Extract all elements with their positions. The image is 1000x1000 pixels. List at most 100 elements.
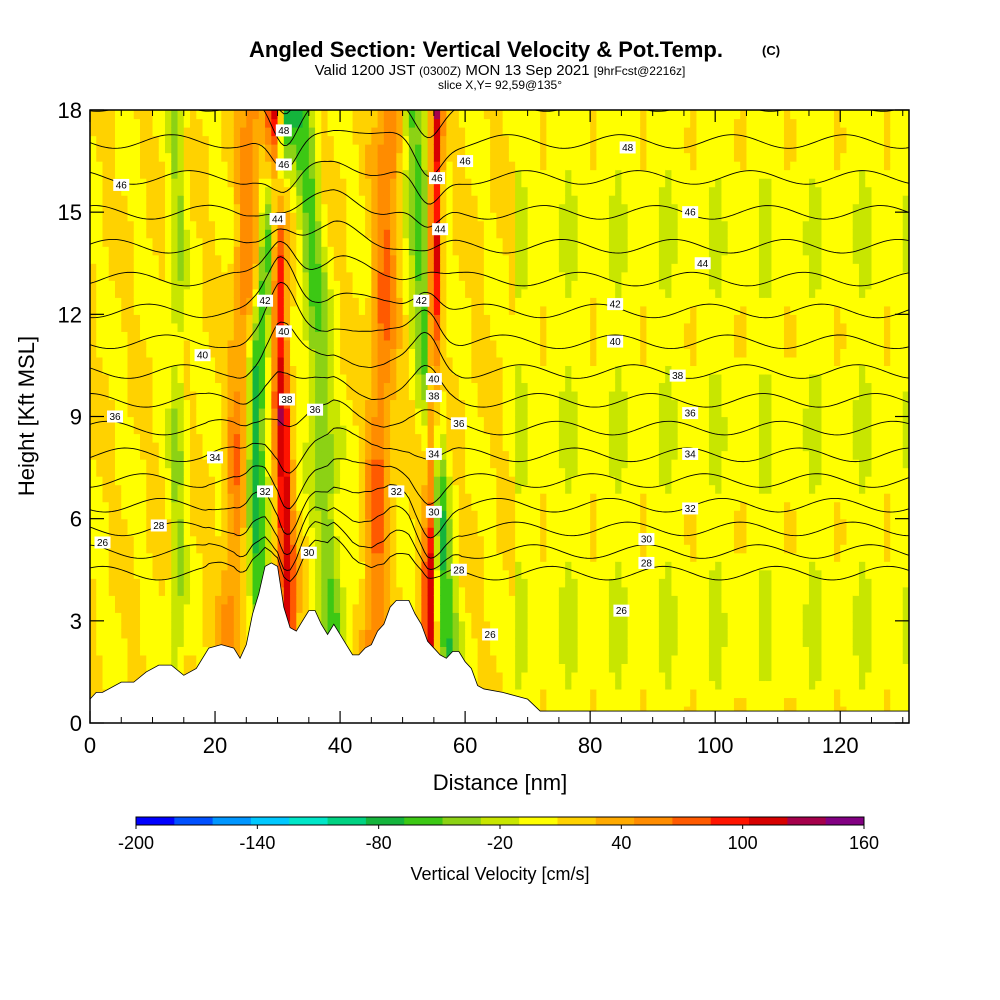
velocity-cell	[333, 425, 341, 435]
velocity-cell	[515, 527, 522, 537]
velocity-cell	[146, 365, 154, 375]
velocity-cell	[108, 382, 116, 392]
velocity-cell	[502, 212, 510, 222]
velocity-cell	[133, 135, 141, 145]
velocity-cell	[115, 220, 122, 230]
velocity-cell	[308, 561, 316, 571]
velocity-cell	[146, 535, 154, 545]
velocity-cell	[508, 297, 516, 307]
velocity-cell	[246, 186, 254, 196]
velocity-cell	[358, 535, 366, 545]
velocity-cell	[515, 603, 522, 613]
velocity-cell	[177, 467, 185, 477]
velocity-cell	[390, 425, 397, 435]
velocity-cell	[152, 535, 160, 545]
velocity-cell	[108, 161, 116, 171]
velocity-cell	[346, 450, 354, 460]
velocity-cell	[152, 127, 160, 137]
velocity-cell	[133, 484, 141, 494]
velocity-cell	[465, 493, 472, 503]
velocity-cell	[521, 544, 529, 554]
velocity-cell	[227, 110, 235, 120]
velocity-cell	[196, 535, 204, 545]
velocity-cell	[246, 612, 254, 622]
velocity-cell	[121, 161, 129, 171]
velocity-cell	[358, 356, 366, 367]
velocity-cell	[302, 144, 310, 154]
velocity-cell	[290, 237, 297, 247]
velocity-cell	[290, 527, 297, 537]
velocity-cell	[383, 544, 391, 554]
velocity-cell	[240, 510, 247, 520]
velocity-cell	[183, 663, 191, 673]
velocity-cell	[321, 518, 329, 528]
velocity-cell	[208, 467, 216, 477]
velocity-cell	[183, 365, 191, 375]
velocity-cell	[508, 152, 516, 162]
velocity-cell	[490, 552, 497, 562]
velocity-cell	[402, 407, 410, 418]
velocity-cell	[302, 212, 310, 222]
velocity-cell	[308, 254, 316, 264]
velocity-cell	[90, 552, 97, 562]
velocity-cell	[446, 416, 454, 426]
velocity-cell	[327, 425, 335, 435]
velocity-cell	[108, 339, 116, 349]
velocity-cell	[102, 356, 110, 367]
velocity-cell	[327, 246, 335, 256]
velocity-cell	[483, 527, 491, 537]
velocity-cell	[133, 178, 141, 188]
velocity-cell	[433, 186, 441, 196]
velocity-cell	[221, 629, 229, 639]
velocity-cell	[490, 527, 497, 537]
velocity-cell	[346, 544, 354, 554]
velocity-cell	[521, 663, 529, 673]
velocity-cell	[283, 297, 291, 307]
velocity-cell	[496, 382, 504, 392]
velocity-cell	[383, 135, 391, 145]
velocity-cell	[490, 603, 497, 613]
velocity-cell	[233, 280, 241, 290]
velocity-cell	[177, 629, 185, 639]
velocity-cell	[215, 314, 222, 324]
velocity-cell	[183, 127, 191, 137]
velocity-cell	[333, 484, 341, 494]
velocity-cell	[115, 603, 122, 613]
velocity-cell	[296, 578, 304, 588]
velocity-cell	[465, 212, 472, 222]
velocity-cell	[415, 527, 422, 537]
velocity-cell	[190, 229, 197, 239]
velocity-cell	[283, 356, 291, 367]
velocity-cell	[283, 450, 291, 460]
velocity-cell	[221, 280, 229, 290]
velocity-cell	[346, 314, 354, 324]
velocity-cell	[102, 254, 110, 264]
velocity-cell	[502, 178, 510, 188]
velocity-cell	[96, 425, 104, 435]
velocity-cell	[283, 501, 291, 511]
velocity-cell	[215, 237, 222, 247]
velocity-cell	[371, 314, 379, 324]
velocity-cell	[246, 169, 254, 179]
velocity-cell	[152, 399, 160, 409]
velocity-cell	[158, 493, 166, 503]
velocity-cell	[358, 612, 366, 622]
velocity-cell	[258, 510, 266, 520]
velocity-cell	[458, 135, 466, 145]
velocity-cell	[421, 612, 429, 622]
velocity-cell	[415, 569, 422, 579]
velocity-cell	[377, 152, 385, 162]
velocity-cell	[290, 212, 297, 222]
velocity-cell	[490, 135, 497, 145]
velocity-cell	[333, 390, 341, 401]
velocity-cell	[327, 501, 335, 511]
velocity-cell	[446, 246, 454, 256]
velocity-cell	[133, 254, 141, 264]
velocity-cell	[233, 127, 241, 137]
velocity-cell	[490, 561, 497, 571]
velocity-cell	[271, 390, 279, 401]
velocity-cell	[496, 161, 504, 171]
velocity-cell	[352, 229, 360, 239]
velocity-cell	[415, 118, 422, 128]
velocity-cell	[227, 220, 235, 230]
